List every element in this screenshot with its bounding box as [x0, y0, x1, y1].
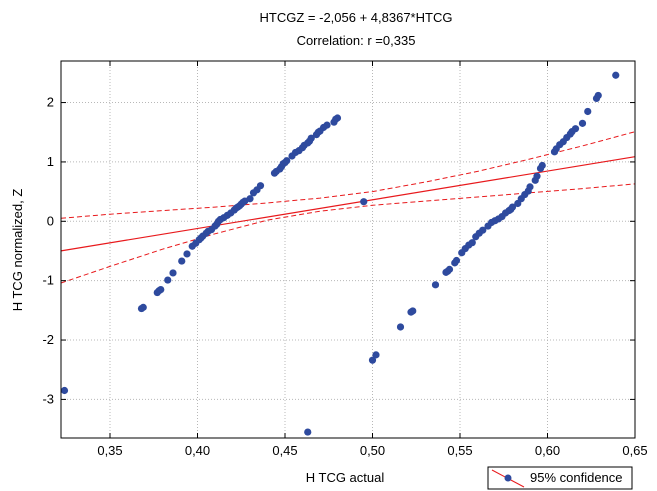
- data-point: [183, 250, 191, 258]
- x-tick-label: 0,55: [447, 443, 472, 458]
- data-point: [304, 428, 312, 436]
- data-point: [60, 386, 69, 395]
- data-point: [578, 119, 587, 127]
- x-tick-label: 0,60: [535, 443, 560, 458]
- y-axis-label: H TCG normalized, Z: [10, 189, 25, 312]
- data-point: [157, 285, 165, 294]
- data-point: [526, 183, 534, 191]
- x-tick-label: 0,40: [185, 443, 210, 458]
- data-point: [360, 198, 368, 206]
- x-tick-label: 0,50: [360, 443, 385, 458]
- data-point: [169, 269, 177, 277]
- legend-label: 95% confidence: [530, 470, 623, 485]
- legend-point-swatch: [504, 474, 512, 482]
- data-point: [533, 172, 541, 180]
- y-tick-label: 2: [47, 95, 54, 110]
- data-point: [445, 265, 454, 273]
- x-tick-label: 0,45: [272, 443, 297, 458]
- plot-area-frame: [60, 60, 636, 439]
- x-axis-ticks: 0,35 0,40 0,45 0,50 0,55 0,60 0,65: [97, 61, 648, 458]
- legend-box: [487, 466, 633, 490]
- confidence-band: [60, 131, 636, 284]
- y-tick-label: -3: [42, 391, 54, 406]
- data-point: [178, 257, 186, 265]
- data-point: [538, 161, 546, 170]
- data-point: [571, 125, 580, 133]
- y-tick-label: -2: [42, 332, 54, 347]
- y-tick-label: 0: [47, 213, 54, 228]
- data-point: [372, 351, 380, 359]
- y-tick-label: -1: [42, 273, 54, 288]
- data-points: [60, 71, 620, 436]
- data-point: [164, 276, 172, 284]
- data-point: [584, 107, 592, 116]
- data-point: [307, 134, 315, 142]
- chart-subtitle: Correlation: r =0,335: [297, 33, 416, 48]
- data-point: [431, 281, 440, 289]
- confidence-upper: [60, 131, 636, 219]
- data-point: [246, 195, 254, 203]
- x-tick-label: 0,35: [97, 443, 122, 458]
- x-tick-label: 0,65: [622, 443, 647, 458]
- regression-line-group: [60, 156, 636, 252]
- data-point: [368, 356, 377, 364]
- data-point: [594, 91, 602, 100]
- confidence-lower: [60, 183, 636, 284]
- data-point: [612, 71, 620, 79]
- data-point: [508, 203, 517, 211]
- data-point: [468, 239, 476, 247]
- y-tick-label: 1: [47, 154, 54, 169]
- data-point: [256, 182, 265, 190]
- legend: 95% confidence: [487, 466, 633, 490]
- data-point: [409, 307, 417, 315]
- data-point: [396, 323, 405, 331]
- x-axis-label: H TCG actual: [306, 470, 385, 485]
- data-point: [139, 303, 147, 311]
- regression-line: [60, 156, 636, 252]
- data-point: [479, 226, 487, 234]
- chart-title: HTCGZ = -2,056 + 4,8367*HTCG: [260, 10, 453, 25]
- data-point: [283, 157, 291, 165]
- data-point: [333, 114, 342, 122]
- data-point: [323, 121, 331, 129]
- y-axis-ticks: -3 -2 -1 0 1 2: [42, 95, 635, 406]
- data-point: [452, 256, 461, 265]
